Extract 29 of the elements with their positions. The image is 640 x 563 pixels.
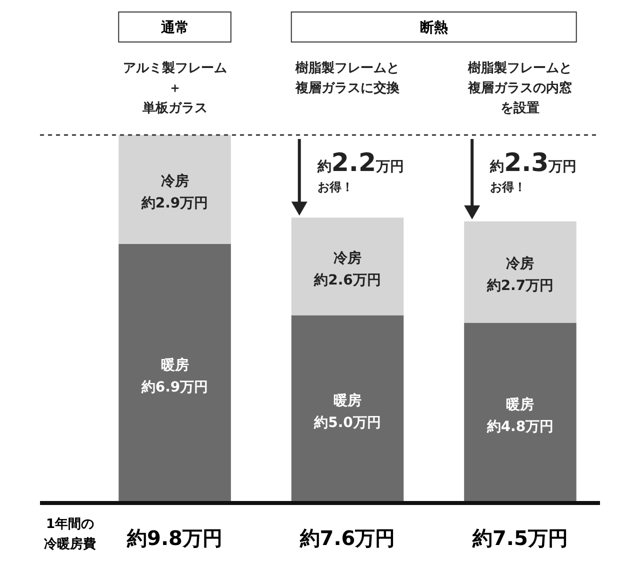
text: 暖房 bbox=[506, 396, 534, 413]
text: 断熱 bbox=[420, 20, 448, 36]
bar bbox=[118, 244, 231, 503]
bar bbox=[291, 315, 404, 503]
series-label: 暖房 bbox=[160, 356, 189, 374]
x-tick-label: アルミ製フレーム＋単板ガラス bbox=[122, 61, 227, 116]
data-label: 約2.6万円 bbox=[313, 272, 381, 288]
text: 冷房 bbox=[160, 173, 189, 190]
total-label: 約9.8万円 bbox=[126, 526, 222, 550]
data-label: 約2.7万円 bbox=[486, 278, 554, 294]
bar bbox=[464, 221, 576, 323]
data-label: 約6.9万円 bbox=[140, 379, 208, 396]
data-label: 約4.8万円 bbox=[486, 418, 554, 435]
x-tick-label: 樹脂製フレームと複層ガラスの内窓を設置 bbox=[467, 61, 572, 116]
bar bbox=[291, 218, 404, 316]
text: 約2.2万円お得！ bbox=[317, 148, 404, 194]
data-label: 約2.9万円 bbox=[140, 195, 208, 212]
data-label: 約5.0万円 bbox=[313, 415, 381, 432]
text: 暖房 bbox=[334, 393, 362, 410]
bar bbox=[118, 135, 231, 244]
total-label: 約7.5万円 bbox=[472, 526, 568, 550]
series-label: 冷房 bbox=[334, 249, 362, 266]
bar bbox=[464, 322, 576, 503]
text: 約2.3万円お得！ bbox=[490, 148, 577, 194]
text: 1年間の冷暖房費 bbox=[44, 517, 96, 552]
total-label: 約7.6万円 bbox=[298, 526, 396, 550]
text: 通常 bbox=[160, 19, 189, 36]
x-tick-label: 樹脂製フレームと複層ガラスに交換 bbox=[294, 61, 400, 96]
text: 冷房 bbox=[506, 256, 534, 272]
